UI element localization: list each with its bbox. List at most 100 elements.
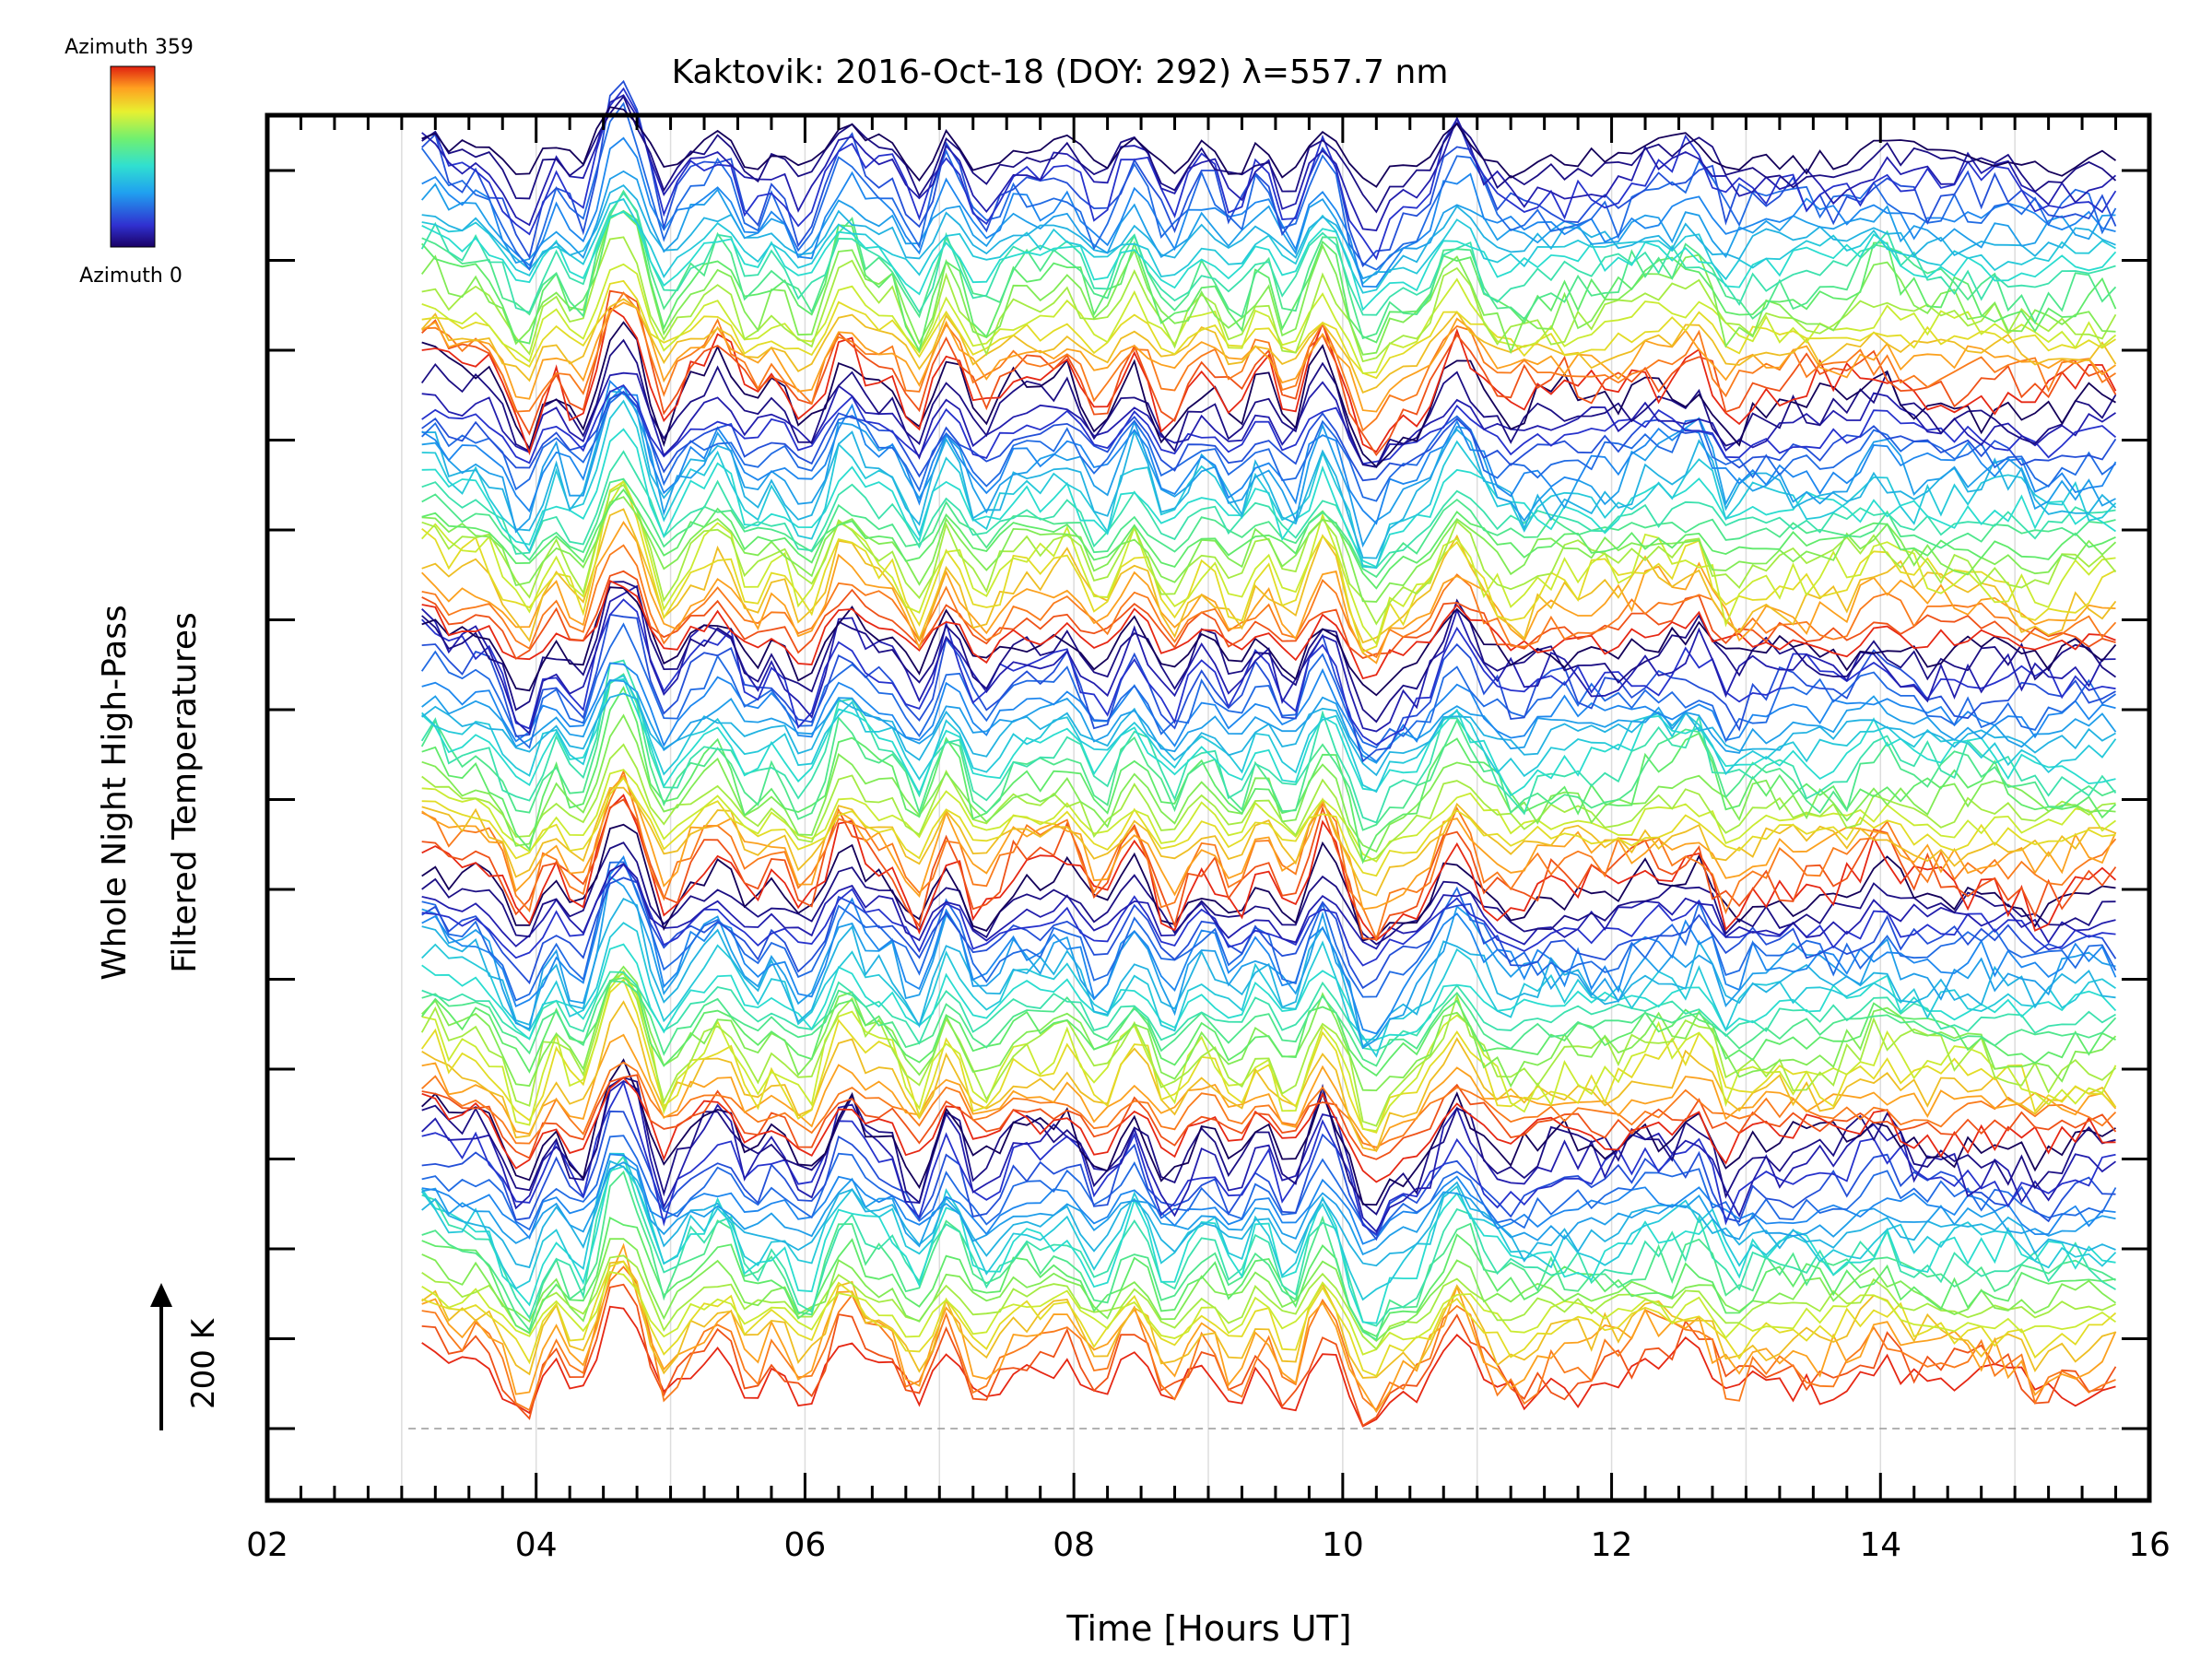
series-line	[421, 371, 2116, 468]
series-line	[421, 1058, 2116, 1206]
series-line	[421, 1238, 2117, 1342]
series-line	[421, 1254, 2116, 1351]
series-line	[421, 87, 2117, 261]
series-line	[421, 94, 2117, 231]
series-line	[421, 210, 2117, 312]
series-line	[421, 306, 2117, 456]
series-line	[421, 662, 2116, 763]
series-line	[421, 713, 2116, 853]
x-tick-label: 06	[784, 1526, 827, 1564]
series-line	[421, 298, 2117, 394]
x-tick-label: 16	[2128, 1526, 2171, 1564]
x-axis-label: Time [Hours UT]	[1065, 1608, 1351, 1649]
series-line	[421, 1061, 2117, 1148]
series-line	[421, 508, 2117, 644]
series-line	[421, 855, 2117, 1035]
series-line	[421, 798, 2117, 941]
colorbar-bottom-label: Azimuth 0	[79, 265, 182, 288]
series-line	[421, 483, 2117, 626]
axis-ticks	[265, 115, 2151, 1500]
series-line	[420, 101, 2117, 272]
series-line	[421, 289, 2117, 457]
series-line	[421, 1033, 2117, 1153]
series-line	[421, 580, 2116, 680]
y-axis-label-line2: Filtered Temperatures	[166, 612, 204, 973]
series-line	[421, 613, 2116, 763]
scale-label: 200 K	[185, 1317, 222, 1409]
series-line	[421, 183, 2116, 286]
series-line	[421, 291, 2116, 432]
series-line	[421, 1305, 2116, 1428]
series-line	[421, 598, 2116, 747]
series-line	[421, 488, 2116, 590]
series-line	[420, 211, 2116, 356]
scale-arrow-head-icon	[150, 1283, 172, 1307]
y-axis-label-line1: Whole Night High-Pass	[96, 605, 134, 981]
series-line	[421, 321, 2116, 468]
series-line	[421, 677, 2116, 797]
series-line	[421, 823, 2116, 942]
series-line	[421, 1216, 2116, 1338]
series-line	[421, 769, 2117, 863]
x-tick-label: 02	[246, 1526, 288, 1564]
series-line	[421, 581, 2117, 724]
x-tick-label: 14	[1859, 1526, 1901, 1564]
series-line	[421, 236, 2117, 363]
series-line	[421, 478, 2116, 646]
series-line	[421, 1265, 2116, 1412]
series-line	[421, 544, 2117, 659]
series-line	[420, 673, 2116, 831]
x-tick-label: 08	[1053, 1526, 1095, 1564]
series-line	[421, 1074, 2117, 1160]
series-line	[421, 1242, 2117, 1414]
series-line	[420, 659, 2117, 824]
series-line	[421, 136, 2116, 288]
colorbar-top-label: Azimuth 359	[65, 36, 194, 59]
series-line	[421, 877, 2117, 990]
series-line	[421, 769, 2117, 942]
series-line	[421, 209, 2117, 353]
series-line	[420, 1152, 2117, 1301]
series-line	[421, 279, 2116, 380]
series-line	[421, 1270, 2117, 1356]
series-line	[421, 1079, 2117, 1233]
series-line	[420, 977, 2116, 1077]
series-group	[420, 79, 2117, 1428]
series-line	[421, 922, 2117, 1058]
series-line	[421, 1161, 2116, 1256]
series-line	[421, 428, 2117, 569]
series-line	[421, 1170, 2116, 1341]
series-line	[421, 794, 2117, 942]
series-line	[421, 863, 2116, 950]
series-line	[421, 106, 2117, 188]
series-line	[421, 898, 2116, 1048]
series-line	[421, 480, 2116, 653]
series-line	[421, 861, 2117, 1002]
x-tick-label: 12	[1591, 1526, 1633, 1564]
series-line	[420, 192, 2116, 316]
series-line	[421, 391, 2117, 482]
series-line	[421, 1153, 2116, 1245]
series-line	[421, 170, 2116, 280]
series-line	[421, 971, 2116, 1052]
series-line	[421, 399, 2117, 569]
series-line	[421, 94, 2117, 214]
series-line	[421, 189, 2117, 340]
series-line	[420, 622, 2117, 749]
series-line	[421, 875, 2116, 1050]
series-line	[421, 1260, 2116, 1379]
series-line	[421, 1080, 2116, 1236]
colorbar: Azimuth 359 Azimuth 0	[65, 36, 194, 288]
scale-indicator: 200 K	[150, 1283, 222, 1430]
series-line	[421, 521, 2116, 665]
series-line	[421, 384, 2116, 548]
x-tick-label: 04	[515, 1526, 558, 1564]
series-line	[421, 679, 2117, 764]
series-line	[421, 1159, 2116, 1269]
x-tick-labels: 02 04 06 08 10 12 14 16	[246, 1526, 2171, 1564]
series-line	[421, 841, 2116, 946]
series-line	[420, 978, 2117, 1134]
chart-title: Kaktovik: 2016-Oct-18 (DOY: 292) λ=557.7…	[672, 53, 1449, 91]
series-line	[421, 79, 2117, 268]
